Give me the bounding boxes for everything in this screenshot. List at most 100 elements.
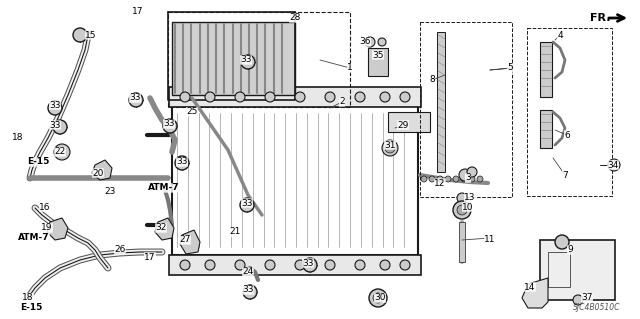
Circle shape [205,92,215,102]
Text: 5: 5 [507,63,513,72]
Circle shape [385,143,395,153]
Circle shape [573,295,583,305]
Text: 2: 2 [339,98,345,107]
Text: 30: 30 [374,293,386,302]
Text: 33: 33 [163,120,175,129]
Circle shape [380,92,390,102]
Text: 8: 8 [429,76,435,85]
Circle shape [365,37,375,47]
Text: 27: 27 [179,235,191,244]
Polygon shape [180,230,200,254]
Circle shape [53,120,67,134]
Circle shape [303,258,317,272]
Circle shape [382,140,398,156]
Circle shape [608,159,620,171]
Circle shape [73,28,87,42]
Circle shape [325,92,335,102]
Text: 34: 34 [607,160,619,169]
Text: E-15: E-15 [20,302,42,311]
Text: 18: 18 [12,133,24,143]
Text: 12: 12 [435,179,445,188]
Polygon shape [522,278,548,308]
Circle shape [421,176,427,182]
Text: 6: 6 [564,130,570,139]
Bar [527,28,612,196]
Text: 33: 33 [129,93,141,102]
Circle shape [265,260,275,270]
Text: 33: 33 [176,158,188,167]
Text: 32: 32 [156,224,166,233]
Text: E-15: E-15 [27,158,49,167]
Circle shape [477,176,483,182]
Text: 19: 19 [41,224,52,233]
Circle shape [295,92,305,102]
Text: 33: 33 [243,286,253,294]
Text: 36: 36 [359,38,371,47]
Circle shape [429,176,435,182]
Text: 18: 18 [22,293,34,302]
Circle shape [180,92,190,102]
Bar [168,12,350,107]
Circle shape [355,92,365,102]
Circle shape [241,55,255,69]
Text: 25: 25 [186,108,198,116]
Bar [459,222,465,262]
Circle shape [400,260,410,270]
Bar [169,255,421,275]
Circle shape [240,198,254,212]
Bar [540,42,552,97]
Circle shape [235,260,245,270]
Bar [437,32,445,172]
Text: 35: 35 [372,50,384,60]
Circle shape [48,101,62,115]
Circle shape [355,260,365,270]
Text: FR.: FR. [590,13,611,23]
Text: 13: 13 [464,194,476,203]
Circle shape [265,92,275,102]
Text: 10: 10 [462,203,474,211]
Bar [540,240,615,300]
Circle shape [400,92,410,102]
Circle shape [380,260,390,270]
Text: 28: 28 [289,13,301,23]
Circle shape [469,176,475,182]
Circle shape [369,289,387,307]
Text: 33: 33 [240,56,252,64]
Circle shape [453,201,471,219]
Text: 9: 9 [567,246,573,255]
Text: 31: 31 [384,140,396,150]
Text: 23: 23 [104,188,116,197]
Text: 14: 14 [524,283,536,292]
Text: ATM-7: ATM-7 [148,183,180,192]
Circle shape [459,169,471,181]
Circle shape [129,93,143,107]
Circle shape [325,260,335,270]
Circle shape [54,144,70,160]
Text: 3: 3 [465,174,471,182]
Circle shape [205,260,215,270]
Polygon shape [47,218,68,240]
Polygon shape [155,218,174,240]
Text: 11: 11 [484,235,496,244]
Text: SJC4B0510C: SJC4B0510C [573,303,620,312]
Text: 24: 24 [243,268,253,277]
Circle shape [163,119,177,133]
Circle shape [295,260,305,270]
Bar [420,22,512,197]
Circle shape [243,285,257,299]
Polygon shape [92,160,112,180]
Text: 37: 37 [581,293,593,302]
Text: 33: 33 [49,121,61,130]
Text: 33: 33 [49,100,61,109]
Bar [548,252,570,287]
Text: 33: 33 [302,258,314,268]
Circle shape [378,38,386,46]
Text: 16: 16 [39,203,51,211]
Circle shape [457,193,467,203]
Circle shape [437,176,443,182]
Text: 15: 15 [85,31,97,40]
Text: 7: 7 [562,170,568,180]
Bar [368,48,388,76]
Circle shape [235,92,245,102]
Circle shape [555,235,569,249]
